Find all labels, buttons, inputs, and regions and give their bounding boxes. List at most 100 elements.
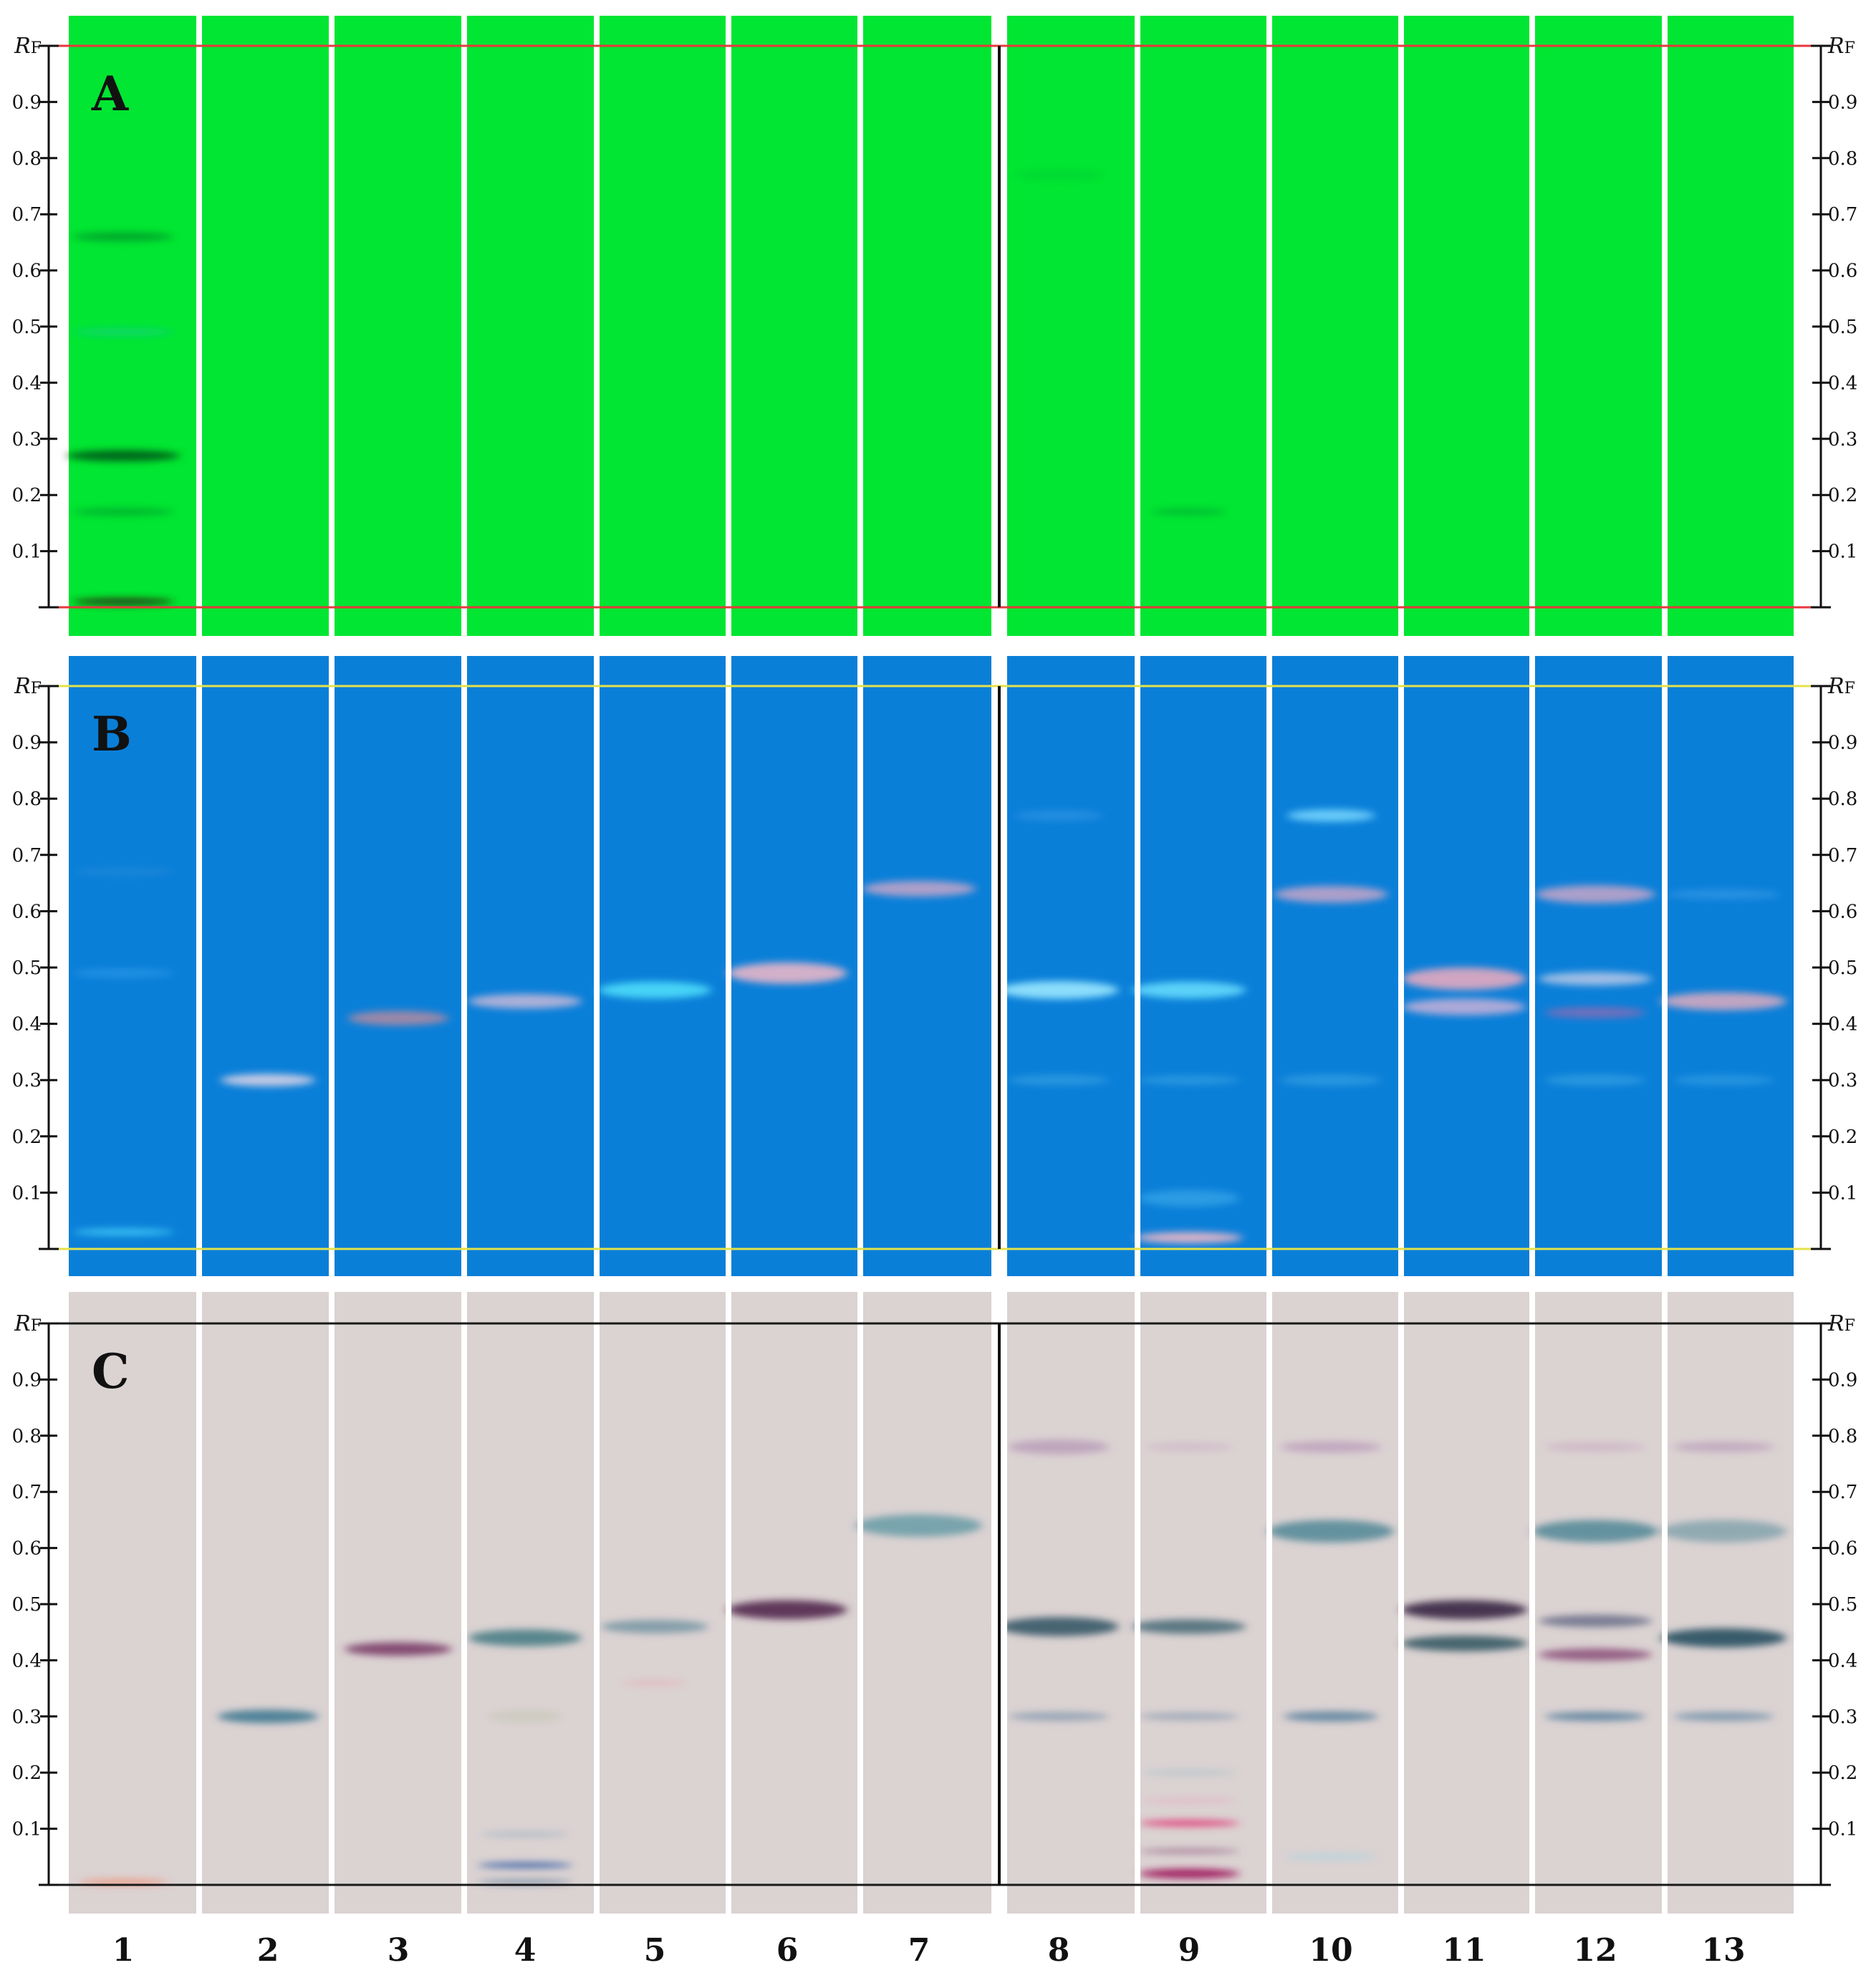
band-lane-10 — [1284, 1711, 1378, 1722]
rf-label-r: R — [1827, 34, 1844, 59]
band-lane-9 — [1132, 1619, 1246, 1634]
rf-tick-label: 0.7 — [12, 1482, 42, 1503]
rf-tick-label: 0.2 — [12, 485, 42, 506]
rf-tick-label: 0.5 — [12, 1594, 42, 1616]
band-lane-12 — [1544, 1712, 1646, 1722]
rf-axis-left: 0.1 0.2 0.3 0.4 0.5 0.6 0.7 0.8 0.9 RF — [12, 1311, 59, 1886]
band-lane-13 — [1673, 1442, 1774, 1452]
band-lane-6 — [727, 962, 847, 984]
rf-tick-label: 0.3 — [12, 1070, 42, 1091]
rf-tick-label: 0.3 — [1828, 1707, 1857, 1728]
band-lane-9 — [1142, 1798, 1236, 1804]
rf-tick-label: 0.6 — [1828, 901, 1857, 922]
lane-gap — [1529, 656, 1535, 1276]
lane-gap — [1529, 1292, 1535, 1914]
rf-tick-label: 0.3 — [12, 429, 42, 450]
band-lane-11 — [1402, 998, 1526, 1015]
lane-gap — [1266, 656, 1272, 1276]
rf-axis-left: 0.1 0.2 0.3 0.4 0.5 0.6 0.7 0.8 0.9 RF — [12, 674, 59, 1250]
band-lane-9 — [1138, 1712, 1240, 1721]
rf-label-r: R — [1827, 674, 1844, 699]
rf-axis-right: 0.1 0.2 0.3 0.4 0.5 0.6 0.7 0.8 0.9 RF — [1811, 674, 1857, 1250]
band-lane-1 — [72, 327, 174, 337]
rf-tick-label: 0.9 — [12, 92, 42, 113]
rf-tick-label: 0.6 — [12, 261, 42, 282]
lane-label: 1 — [112, 1932, 135, 1969]
band-lane-5 — [601, 1619, 708, 1634]
rf-tick-label: 0.5 — [12, 957, 42, 979]
lane-gap — [461, 656, 467, 1276]
band-lane-1 — [72, 508, 174, 516]
band-lane-12 — [1538, 1648, 1653, 1661]
rf-tick-label: 0.1 — [12, 1182, 42, 1204]
lane-gap — [1398, 1292, 1404, 1914]
lane-gap — [857, 656, 863, 1276]
band-lane-4 — [487, 1709, 563, 1724]
lane-gap — [1662, 16, 1668, 636]
band-lane-9 — [1145, 1442, 1233, 1451]
rf-axis-right: 0.1 0.2 0.3 0.4 0.5 0.6 0.7 0.8 0.9 RF — [1811, 34, 1857, 609]
bands — [79, 1439, 1786, 1886]
rf-tick-label: 0.4 — [12, 1014, 42, 1036]
rf-label-r: R — [14, 674, 31, 699]
lane-gap — [329, 16, 335, 636]
rf-label-f: F — [31, 1317, 42, 1335]
lane-label: 13 — [1701, 1932, 1745, 1969]
lane-gap — [726, 1292, 731, 1914]
rf-tick-label: 0.8 — [1828, 788, 1857, 810]
rf-axis-left: 0.1 0.2 0.3 0.4 0.5 0.6 0.7 0.8 0.9 RF — [12, 34, 59, 609]
lane-label: 2 — [257, 1932, 279, 1969]
rf-tick-label: 0.1 — [12, 541, 42, 563]
rf-label-f: F — [31, 39, 42, 57]
rf-tick-label: 0.8 — [12, 148, 42, 170]
rf-tick-label: 0.5 — [1828, 957, 1857, 979]
band-lane-8 — [1014, 169, 1103, 181]
band-lane-12 — [1544, 1442, 1646, 1452]
rf-tick-label: 0.2 — [12, 1126, 42, 1148]
band-lane-2 — [217, 1709, 319, 1724]
band-lane-4 — [468, 993, 582, 1009]
lane-gap — [1662, 1292, 1668, 1914]
band-lane-10 — [1280, 1441, 1382, 1453]
panel-C: 0.10.20.30.40.50.60.70.80.9RF0.10.20.30.… — [12, 1292, 1857, 1914]
rf-tick-label: 0.6 — [12, 901, 42, 922]
rf-tick-label: 0.9 — [1828, 1369, 1857, 1391]
lane-gap — [1135, 656, 1140, 1276]
band-lane-1 — [72, 968, 174, 978]
lane-gap — [726, 16, 731, 636]
lane-gap — [1398, 656, 1404, 1276]
rf-label-f: F — [1844, 680, 1855, 698]
rf-tick-label: 0.2 — [12, 1762, 42, 1784]
band-lane-9 — [1142, 1770, 1236, 1776]
band-lane-8 — [999, 1617, 1119, 1636]
rf-tick-label: 0.7 — [1828, 845, 1857, 867]
rf-label-r: R — [14, 1311, 31, 1336]
band-lane-10 — [1268, 1520, 1394, 1543]
rf-tick-label: 0.3 — [12, 1707, 42, 1728]
lane-gap — [1135, 1292, 1140, 1914]
rf-tick-label: 0.9 — [12, 733, 42, 754]
rf-tick-label: 0.8 — [12, 1426, 42, 1447]
lane-gap — [1662, 656, 1668, 1276]
rf-tick-label: 0.4 — [1828, 372, 1857, 394]
lane-labels: 1 2 3 4 5 6 7 8 9 10 11 12 13 — [112, 1932, 1746, 1969]
lane-gap — [329, 1292, 335, 1914]
band-lane-10 — [1274, 886, 1388, 903]
rf-tick-label: 0.9 — [12, 1369, 42, 1391]
band-lane-12 — [1535, 885, 1655, 904]
rf-tick-label: 0.4 — [1828, 1014, 1857, 1036]
rf-tick-label: 0.9 — [1828, 733, 1857, 754]
band-lane-1 — [72, 1228, 174, 1236]
rf-tick-label: 0.4 — [12, 1650, 42, 1671]
rf-axis-label: RF — [14, 1311, 42, 1336]
band-lane-10 — [1286, 809, 1375, 822]
band-lane-4 — [468, 1629, 582, 1646]
band-lane-8 — [999, 980, 1119, 1000]
band-lane-1 — [72, 598, 174, 605]
lane-gap — [329, 656, 335, 1276]
lane-label: 4 — [514, 1932, 537, 1969]
band-lane-1 — [66, 450, 181, 462]
rf-tick-label: 0.3 — [1828, 429, 1857, 450]
rf-tick-label: 0.7 — [1828, 204, 1857, 226]
band-lane-8 — [1008, 1712, 1110, 1722]
